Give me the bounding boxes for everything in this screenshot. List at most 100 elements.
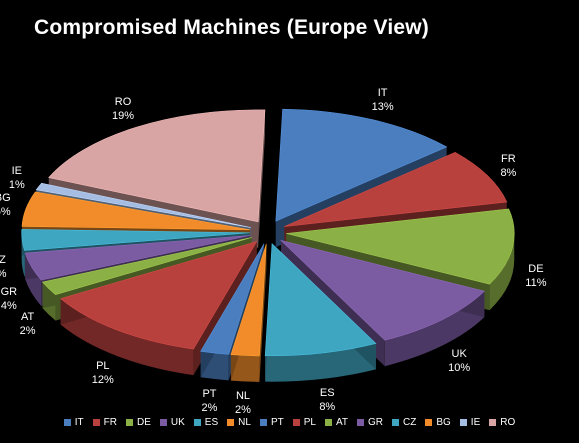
slice-category-label: RO [114,95,132,108]
legend-swatch [459,418,467,426]
slice-category-label: GR [0,285,18,298]
slice-top-bg [21,191,250,231]
legend-label: PT [270,416,284,428]
legend-item-fr: FR [92,417,117,428]
legend-item-pt: PT [259,416,284,428]
legend-swatch [227,418,235,426]
legend-swatch [357,418,364,426]
slice-label-ie: IE 1% [3,164,31,192]
slice-percent-label: 2% [235,404,251,417]
chart-title: Compromised Machines (Europe View) [34,16,429,39]
slice-label-de: DE 11% [522,262,550,290]
legend-item-nl: NL [227,417,251,428]
slice-label-cz: CZ3% [0,253,13,281]
legend-swatch [159,418,167,426]
slice-top-nl [230,243,267,357]
legend-item-at: AT [324,417,348,428]
legend: IT FR DE UK ES NL PT PL AT GR CZ BG IE RO [0,415,579,429]
slice-percent-label: 2% [201,401,218,414]
slice-category-label: BG [0,191,11,204]
slice-top-pl [60,240,258,350]
slice-percent-label: 8% [500,166,517,179]
slice-percent-label: 4% [0,299,17,312]
slice-wall-uk [384,291,485,367]
legend-swatch [324,418,332,426]
legend-swatch [425,418,433,426]
slice-top-fr [284,152,508,227]
legend-label: PL [303,416,316,428]
slice-category-label: NL [235,390,250,403]
slice-wall-nl [230,354,260,382]
slice-top-de [286,208,515,285]
slice-category-label: AT [20,311,35,324]
slice-label-at: AT 2% [14,310,42,338]
slice-category-label: IE [11,165,23,178]
slice-side-ro [258,109,265,248]
slice-label-gr: GR 4% [0,285,23,313]
legend-item-it: IT [63,416,84,428]
slice-category-label: UK [451,348,467,361]
slice-percent-label: 5% [0,205,11,218]
legend-swatch [489,418,497,426]
legend-item-bg: BG [425,416,451,428]
slice-label-bg: BG5% [0,191,17,219]
slice-top-at [41,237,252,295]
slice-side-nl [259,243,267,382]
slice-top-it [275,108,448,222]
slice-percent-label: 10% [448,362,471,375]
slice-percent-label: 13% [371,100,394,113]
slice-top-gr [24,235,251,281]
legend-label: IT [74,416,84,428]
legend-item-gr: GR [357,417,383,428]
slice-percent-label: 19% [111,109,135,122]
slice-label-nl: NL 2% [229,389,257,417]
legend-label: NL [238,416,251,428]
slice-top-uk [280,239,485,341]
slice-label-pt: PT 2% [195,387,223,415]
legend-label: RO [500,416,516,428]
legend-swatch [193,418,201,426]
slice-category-label: ES [319,387,335,400]
legend-swatch [259,418,267,426]
slice-category-label: PT [202,387,217,400]
slice-wall-es [265,343,376,382]
legend-item-pl: PL [292,416,316,428]
legend-label: ES [204,416,219,428]
legend-swatch [292,418,300,426]
slice-label-es: ES 8% [313,386,341,414]
legend-label: CZ [403,416,417,428]
legend-swatch [92,418,100,426]
slice-percent-label: 2% [19,325,36,338]
slice-es [264,243,377,382]
slice-label-fr: FR 8% [494,152,522,180]
slice-wall-de [489,233,515,311]
slice-top-ie [35,182,251,228]
slice-category-label: DE [528,263,544,276]
slice-category-label: FR [501,152,516,165]
slice-top-ro [48,109,266,223]
slice-nl [230,243,267,382]
legend-label: GR [368,416,383,428]
legend-label: DE [136,416,151,428]
legend-item-de: DE [125,416,151,428]
slice-category-label: PL [96,360,110,373]
slice-percent-label: 8% [319,401,336,414]
legend-item-cz: CZ [392,417,416,428]
slice-top-pt [200,243,265,355]
slice-label-it: IT 13% [369,86,397,114]
slice-label-uk: UK 10% [445,347,473,375]
slice-label-pl: PL 12% [89,359,117,387]
legend-label: BG [436,416,451,428]
slice-top-es [264,243,377,356]
slice-percent-label: 12% [91,374,114,387]
slice-top-cz [21,229,250,251]
legend-item-ie: IE [459,417,480,428]
legend-item-ro: RO [489,417,515,428]
legend-swatch [63,418,71,426]
slice-wall-pl [60,298,194,376]
legend-swatch [125,418,133,426]
slice-percent-label: 11% [525,277,547,290]
slice-category-label: IT [377,86,388,99]
